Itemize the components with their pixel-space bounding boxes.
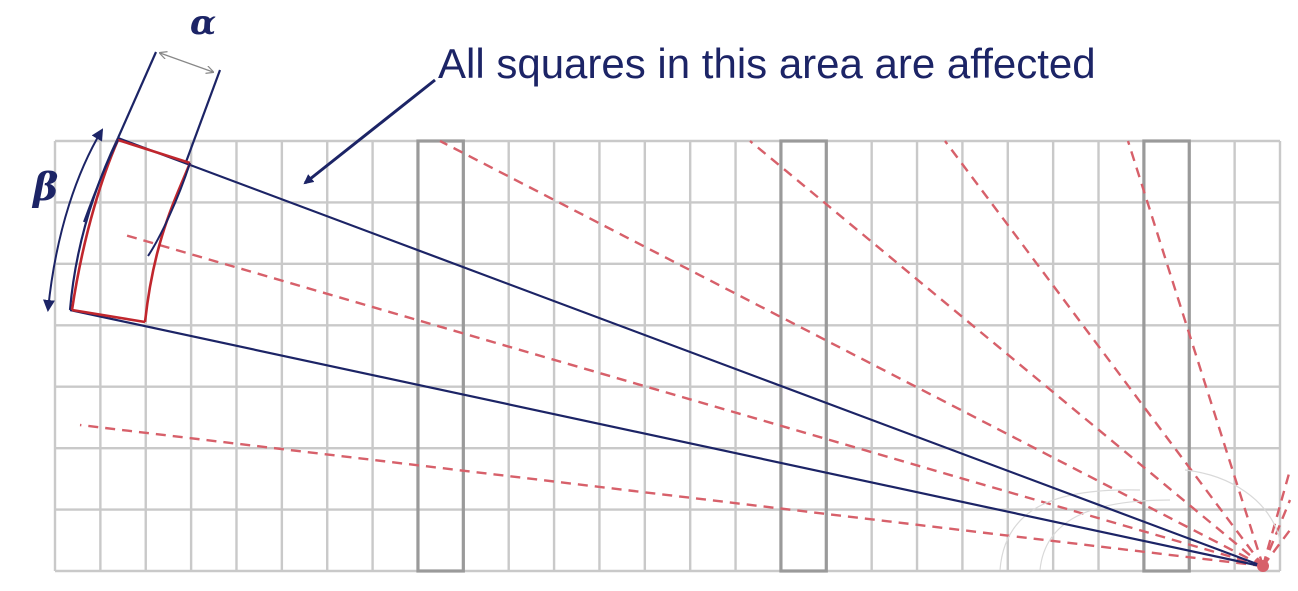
- beta-dimension-arrow: [43, 128, 104, 312]
- annotation-text: All squares in this area are affected: [438, 40, 1096, 87]
- projection-ray: [944, 140, 1264, 567]
- alpha-dimension-arrow: [160, 53, 213, 72]
- projection-ray: [1262, 529, 1291, 567]
- projection-ray: [124, 233, 1264, 568]
- detector-column: [1142, 139, 1191, 573]
- pixel-grid: [53, 139, 1282, 573]
- projection-ray: [1126, 140, 1265, 567]
- alpha-label: α: [190, 3, 216, 43]
- detector-column: [779, 139, 828, 573]
- beam-upper-edge: [117, 136, 1266, 569]
- source-point: [1257, 560, 1269, 572]
- projection-ray: [1261, 469, 1292, 567]
- projection-rays: [79, 139, 1292, 568]
- affected-pixel-outline: [70, 138, 192, 324]
- alpha-dim-right: [184, 69, 222, 163]
- alpha-dim-left: [116, 51, 158, 139]
- beam-wedge: [68, 51, 1266, 569]
- projection-ray: [749, 140, 1264, 567]
- detector-column: [416, 139, 465, 573]
- annotation-arrow: [303, 78, 436, 185]
- projection-ray: [439, 139, 1264, 568]
- projection-ray: [79, 423, 1264, 568]
- beam-lower-edge: [69, 308, 1266, 569]
- beta-label: β: [31, 164, 58, 209]
- detector-columns: [416, 139, 1191, 573]
- projection-ray: [1261, 499, 1292, 567]
- source-artifacts: [999, 469, 1281, 571]
